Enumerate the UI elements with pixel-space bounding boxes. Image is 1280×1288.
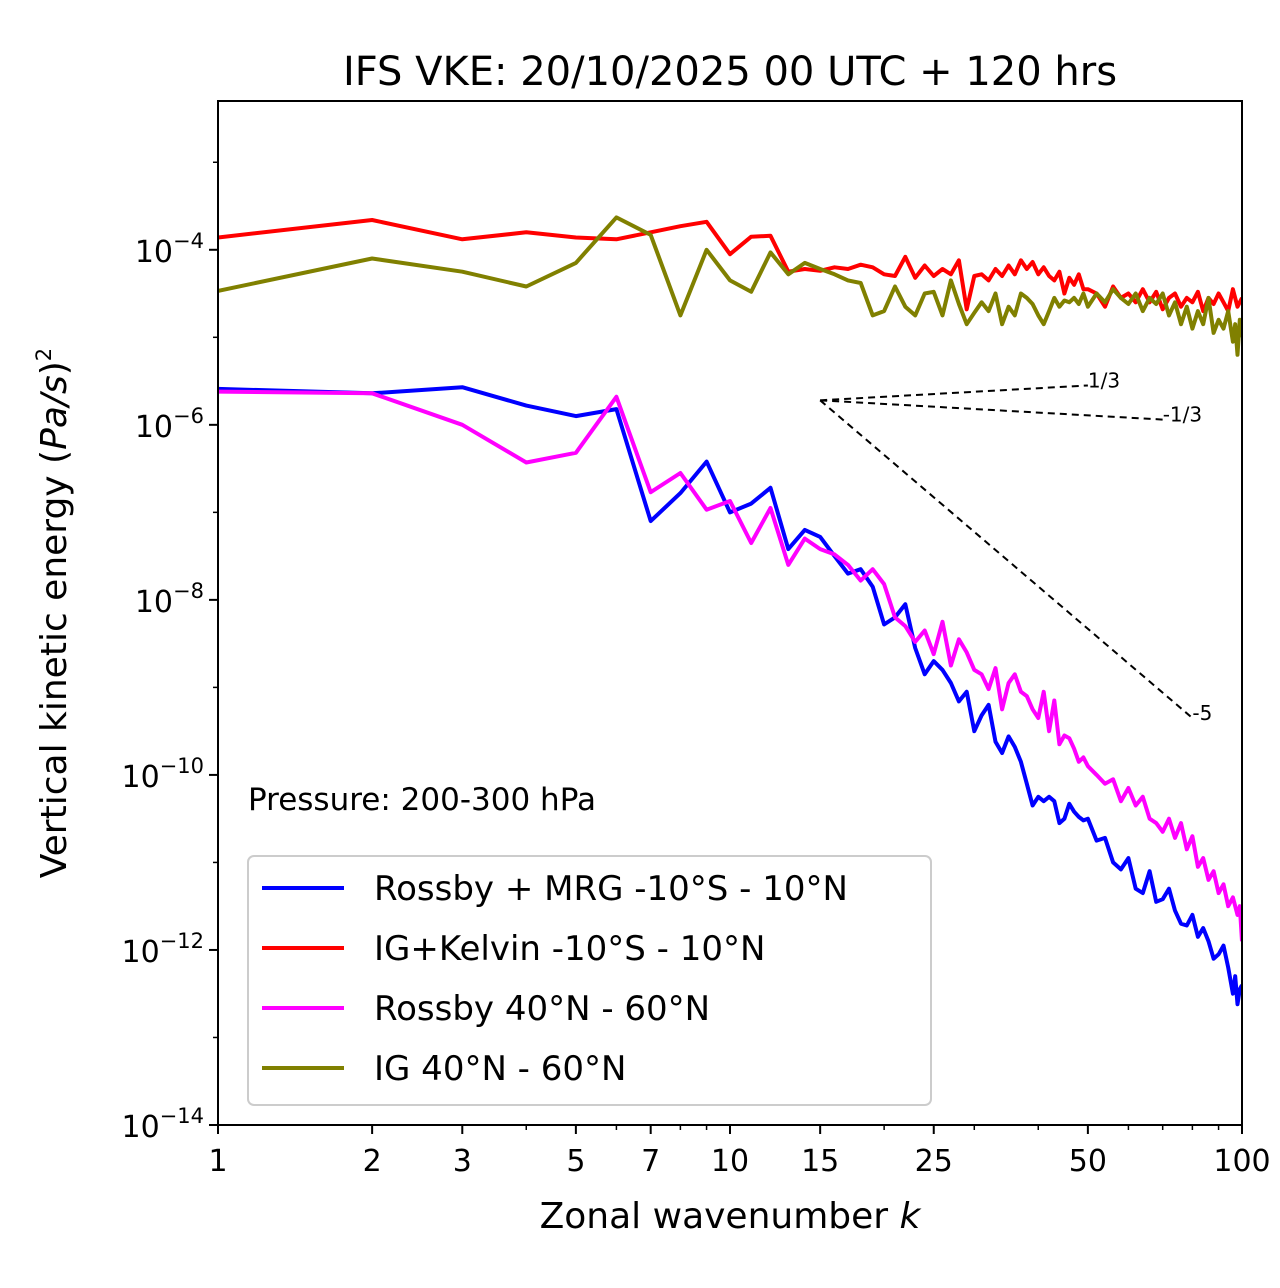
x-tick-label: 15 <box>801 1144 839 1179</box>
legend-label-3: IG 40°N - 60°N <box>374 1049 626 1089</box>
x-tick-label: 2 <box>363 1144 382 1179</box>
pressure-annotation: Pressure: 200-300 hPa <box>248 782 596 818</box>
x-tick-label: 100 <box>1213 1144 1270 1179</box>
reference-slope-line-1 <box>820 399 1163 421</box>
chart-title: IFS VKE: 20/10/2025 00 UTC + 120 hrs <box>343 49 1117 95</box>
y-tick-label: 10−10 <box>121 754 204 795</box>
legend-label-1: IG+Kelvin -10°S - 10°N <box>374 929 765 969</box>
legend: Rossby + MRG -10°S - 10°N IG+Kelvin -10°S… <box>247 855 932 1106</box>
legend-label-2: Rossby 40°N - 60°N <box>374 989 710 1029</box>
y-tick-label: 10−12 <box>121 929 204 970</box>
reference-slope-label-2: -5 <box>1192 701 1212 725</box>
series-line-2 <box>218 389 1242 942</box>
y-tick-label: 10−6 <box>135 404 204 445</box>
series-line-3 <box>218 215 1242 357</box>
reference-slope-line-2 <box>819 399 1194 719</box>
y-tick-label: 10−8 <box>135 579 204 620</box>
x-axis: 1 2 3 5 7 10 15 25 50 100 <box>208 1125 1271 1179</box>
reference-slope-line-0 <box>820 384 1088 402</box>
x-tick-label: 5 <box>566 1144 585 1179</box>
x-tick-label: 25 <box>915 1144 953 1179</box>
reference-slope-layer: 1/3 -1/3 -5 <box>819 368 1212 725</box>
y-axis: 10−4 10−6 10−8 10−10 10−12 10−14 <box>121 161 218 1145</box>
legend-label-0: Rossby + MRG -10°S - 10°N <box>374 869 848 909</box>
x-tick-label: 1 <box>208 1144 227 1179</box>
x-tick-label: 7 <box>641 1144 660 1179</box>
series-layer <box>218 215 1242 1007</box>
reference-slope-label-1: -1/3 <box>1163 403 1202 427</box>
x-tick-label: 10 <box>711 1144 749 1179</box>
x-axis-label: Zonal wavenumber k <box>540 1196 923 1237</box>
x-tick-label: 50 <box>1069 1144 1107 1179</box>
series-line-0 <box>218 385 1242 1007</box>
y-tick-label: 10−14 <box>121 1104 204 1145</box>
x-tick-label: 3 <box>453 1144 472 1179</box>
y-tick-label: 10−4 <box>135 229 204 270</box>
reference-slope-label-0: 1/3 <box>1088 368 1120 392</box>
y-axis-label: Vertical kinetic energy (Pa/s)2 <box>32 348 75 878</box>
legend-frame <box>247 855 932 1106</box>
